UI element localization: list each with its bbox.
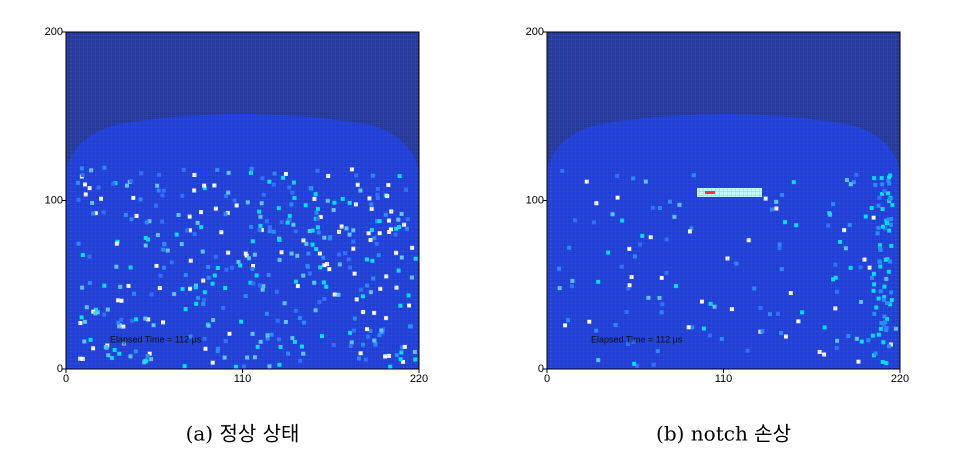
plot — [546, 31, 901, 370]
y-tick-label: 0 — [538, 363, 544, 375]
annotation: Elapsed Time = 112 μs — [591, 334, 683, 344]
plot — [65, 31, 420, 370]
x-tick-label: 110 — [715, 373, 733, 385]
caption: (b) notch 손상 — [656, 422, 791, 446]
y-tick-label: 200 — [45, 26, 63, 38]
y-tick-label: 100 — [45, 194, 63, 206]
annotation: Elapsed Time = 112 μs — [110, 334, 202, 344]
x-tick-label: 110 — [234, 373, 252, 385]
y-tick-label: 100 — [526, 194, 544, 206]
cell-grid — [66, 32, 419, 369]
cell-grid — [547, 32, 900, 369]
caption: (a) 정상 상태 — [186, 422, 300, 446]
x-tick-label: 0 — [63, 373, 69, 385]
x-tick-label: 220 — [891, 373, 909, 385]
x-tick-label: 0 — [544, 373, 550, 385]
y-tick-label: 200 — [526, 26, 544, 38]
x-tick-label: 220 — [410, 373, 428, 385]
y-tick-label: 0 — [57, 363, 63, 375]
